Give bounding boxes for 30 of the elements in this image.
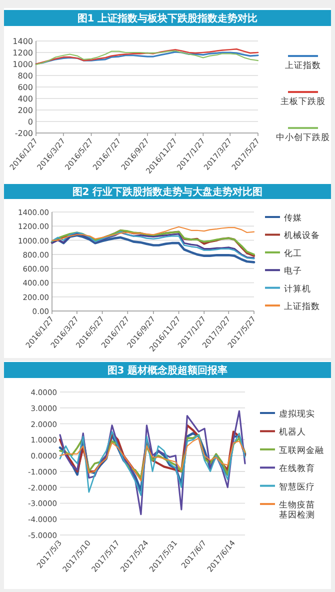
- legend-label: 计算机: [284, 283, 311, 294]
- chart-title: 图1 上证指数与板块下跌股指数走势对比: [77, 12, 258, 24]
- chart-title: 图2 行业下跌股指数走势与大盘走势对比图: [72, 186, 263, 198]
- legend-label: 电子: [284, 266, 302, 277]
- y-tick-label: 800: [18, 72, 33, 80]
- legend-label: 传媒: [284, 212, 302, 224]
- legend-label: 虚拟现实: [279, 408, 315, 420]
- y-tick-label: 1400: [12, 37, 33, 46]
- legend-label: 上证指数: [284, 301, 320, 312]
- legend-label: 中小创下跌股: [276, 132, 330, 143]
- legend-label: 在线教育: [279, 463, 315, 474]
- chart-title: 图3 题材概念股超额回报率: [107, 364, 228, 376]
- y-tick-label: 0: [28, 118, 33, 126]
- legend-label: 上证指数: [285, 60, 321, 71]
- y-tick-label: 1200: [12, 48, 33, 58]
- y-tick-label: 200: [18, 106, 33, 115]
- line-series: [51, 226, 255, 241]
- legend-label: 机械设备: [284, 230, 320, 242]
- line-series: [58, 424, 246, 480]
- legend-label: 机器人: [279, 426, 306, 438]
- legend-label: 互联网金融: [279, 444, 324, 456]
- y-tick-label: 1000: [12, 60, 33, 69]
- legend-label: 化工: [284, 248, 302, 259]
- y-tick-label: -200: [14, 129, 33, 138]
- legend-label: 生物疫苗基因检测: [279, 500, 315, 520]
- y-tick-label: 400: [18, 94, 33, 104]
- line-series: [59, 410, 246, 516]
- legend-label: 智慧医疗: [279, 481, 315, 492]
- y-tick-label: 600: [18, 83, 33, 92]
- legend-label: 主板下跌股: [280, 96, 326, 107]
